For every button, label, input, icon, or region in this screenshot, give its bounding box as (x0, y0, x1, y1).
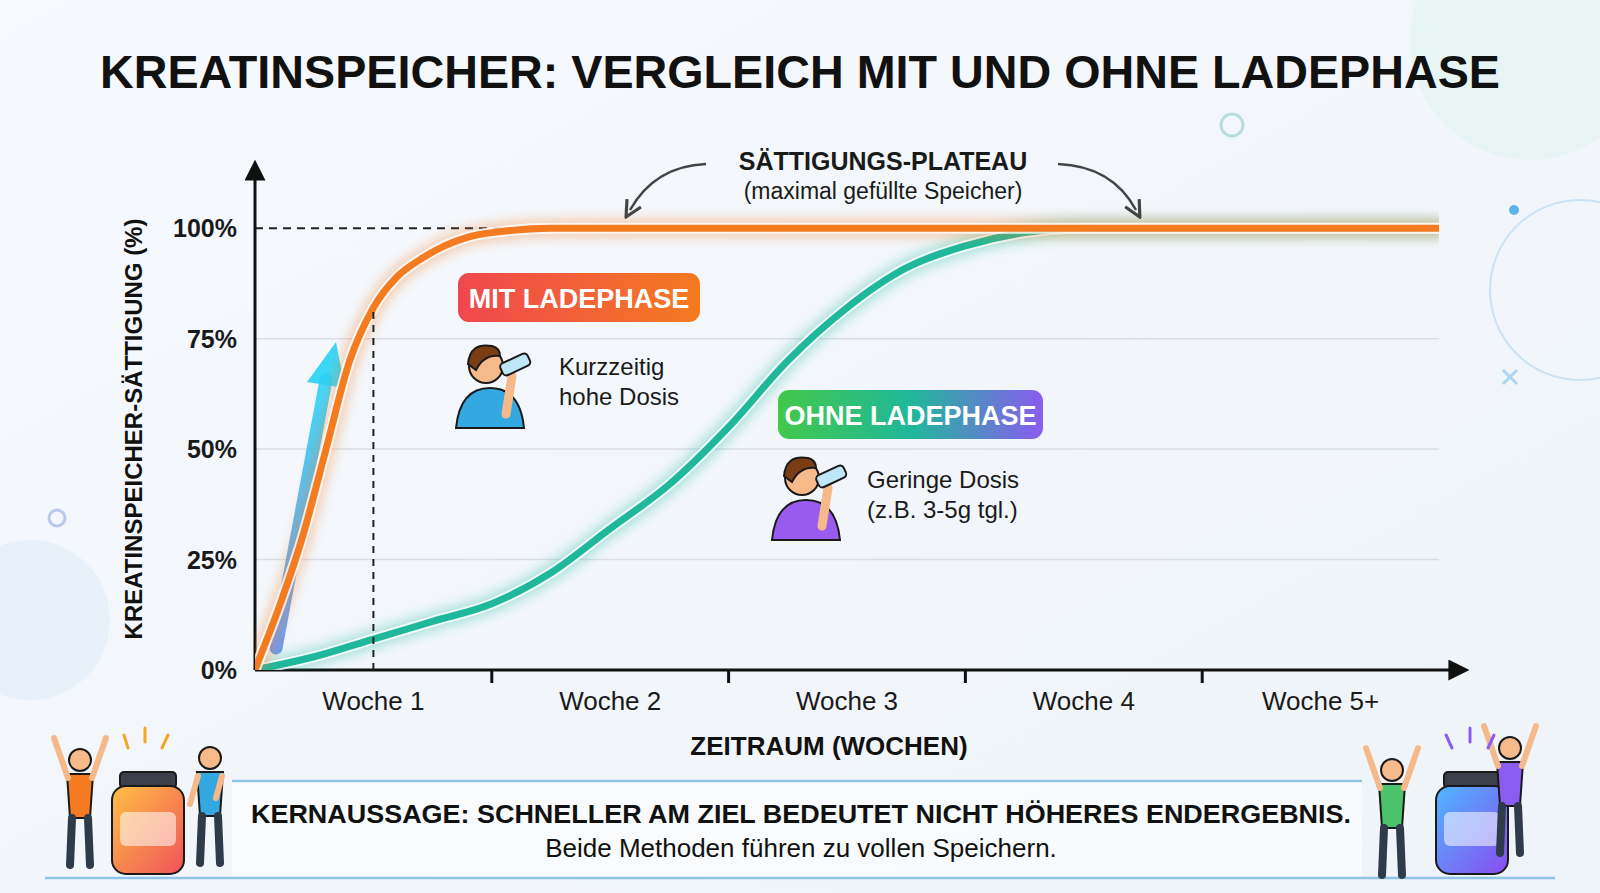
person-bottle (815, 464, 848, 488)
footer-text: Beide Methoden führen zu vollen Speicher… (545, 833, 1057, 863)
annotation-title: SÄTTIGUNGS-PLATEAU (739, 147, 1027, 175)
fan-legs (70, 818, 90, 865)
y-tick-label: 75% (187, 325, 237, 353)
sparkle (1446, 728, 1494, 748)
jar-label (120, 812, 176, 846)
person-hair (784, 457, 816, 482)
line-halo (255, 228, 1439, 670)
person-hair (468, 345, 500, 370)
person-arm (822, 488, 828, 526)
series-note: hohe Dosis (559, 383, 679, 410)
fan-head (1499, 737, 1521, 759)
fan-body (1379, 784, 1405, 828)
annotation-arrow (1058, 164, 1136, 210)
series-line (255, 228, 1439, 670)
footer-rule (45, 877, 1555, 880)
y-axis-label: KREATINSPEICHER-SÄTTIGUNG (%) (120, 219, 147, 640)
fan-arms (1366, 748, 1418, 788)
series-note: Geringe Dosis (867, 466, 1019, 493)
fan-arms (54, 738, 106, 778)
person-icon (772, 457, 848, 540)
fan-head (1381, 759, 1403, 781)
fan-arms (190, 776, 222, 804)
grid-line (255, 559, 1439, 561)
background (0, 0, 1600, 893)
x-tick-separator (964, 670, 967, 683)
footer-rule (232, 780, 1362, 783)
x-tick-separator (1201, 670, 1204, 683)
title: KREATINSPEICHER: VERGLEICH MIT UND OHNE … (100, 46, 1500, 98)
fan-body (67, 774, 93, 818)
fan-legs (200, 816, 220, 863)
line-glow (255, 228, 1439, 670)
bg-blob (0, 540, 110, 700)
legend-badge (778, 390, 1043, 439)
fan-figure (1484, 726, 1536, 853)
sparkle (124, 728, 168, 748)
jar-body (112, 786, 184, 874)
fan-head (69, 749, 91, 771)
fan-arms (1484, 726, 1536, 766)
x-tick-label: Woche 3 (796, 686, 898, 716)
fan-body (1497, 762, 1523, 806)
y-tick-label: 25% (187, 546, 237, 574)
jar-label (1444, 812, 1500, 846)
person-bottle (499, 352, 532, 376)
y-tick-label: 0% (201, 656, 237, 684)
jar-icon (112, 772, 184, 874)
line-glow (255, 228, 1439, 670)
footer-title: KERNAUSSAGE: SCHNELLER AM ZIEL BEDEUTET … (251, 799, 1351, 829)
jar-icon (1436, 772, 1508, 874)
x-axis (255, 669, 1461, 672)
bg-dot (1509, 205, 1519, 215)
x-axis-label: ZEITRAUM (WOCHEN) (690, 731, 967, 761)
x-tick-label: Woche 4 (1033, 686, 1135, 716)
annotation-arrow (630, 164, 706, 210)
fan-head (199, 747, 221, 769)
legend-badge (458, 273, 700, 322)
bg-ring (1221, 114, 1243, 136)
person-body (772, 500, 840, 540)
grid-line (255, 338, 1439, 340)
fan-legs (1382, 828, 1402, 875)
y-axis (254, 168, 257, 670)
person-arm (506, 376, 512, 414)
grid-line (255, 448, 1439, 450)
series-note: (z.B. 3-5g tgl.) (867, 496, 1018, 523)
person-body (456, 388, 524, 428)
x-tick-label: Woche 5+ (1262, 686, 1379, 716)
series-note: Kurzzeitig (559, 353, 664, 380)
legend-label: OHNE LADEPHASE (784, 401, 1036, 431)
plot-area (255, 228, 1439, 670)
x-tick-separator (490, 670, 493, 683)
x-tick-label: Woche 2 (559, 686, 661, 716)
annotation-text: (maximal gefüllte Speicher) (744, 178, 1023, 204)
fan-figure (54, 738, 106, 865)
fan-figure (1366, 748, 1418, 875)
bg-cross (1503, 370, 1517, 384)
footer-panel (232, 781, 1362, 878)
fan-figure (190, 747, 223, 863)
fan-legs (1500, 806, 1520, 853)
person-icon (456, 345, 532, 428)
series-line (255, 228, 1439, 670)
bg-ring (1490, 200, 1600, 380)
bg-ring (49, 510, 65, 526)
drop-line (372, 308, 374, 670)
chart-canvas: KREATINSPEICHER: VERGLEICH MIT UND OHNE … (0, 0, 1600, 893)
x-tick-separator (727, 670, 730, 683)
x-tick-label: Woche 1 (322, 686, 424, 716)
y-tick-label: 100% (173, 214, 237, 242)
y-tick-label: 50% (187, 435, 237, 463)
legend-label: MIT LADEPHASE (469, 284, 690, 314)
line-halo (255, 228, 1439, 670)
